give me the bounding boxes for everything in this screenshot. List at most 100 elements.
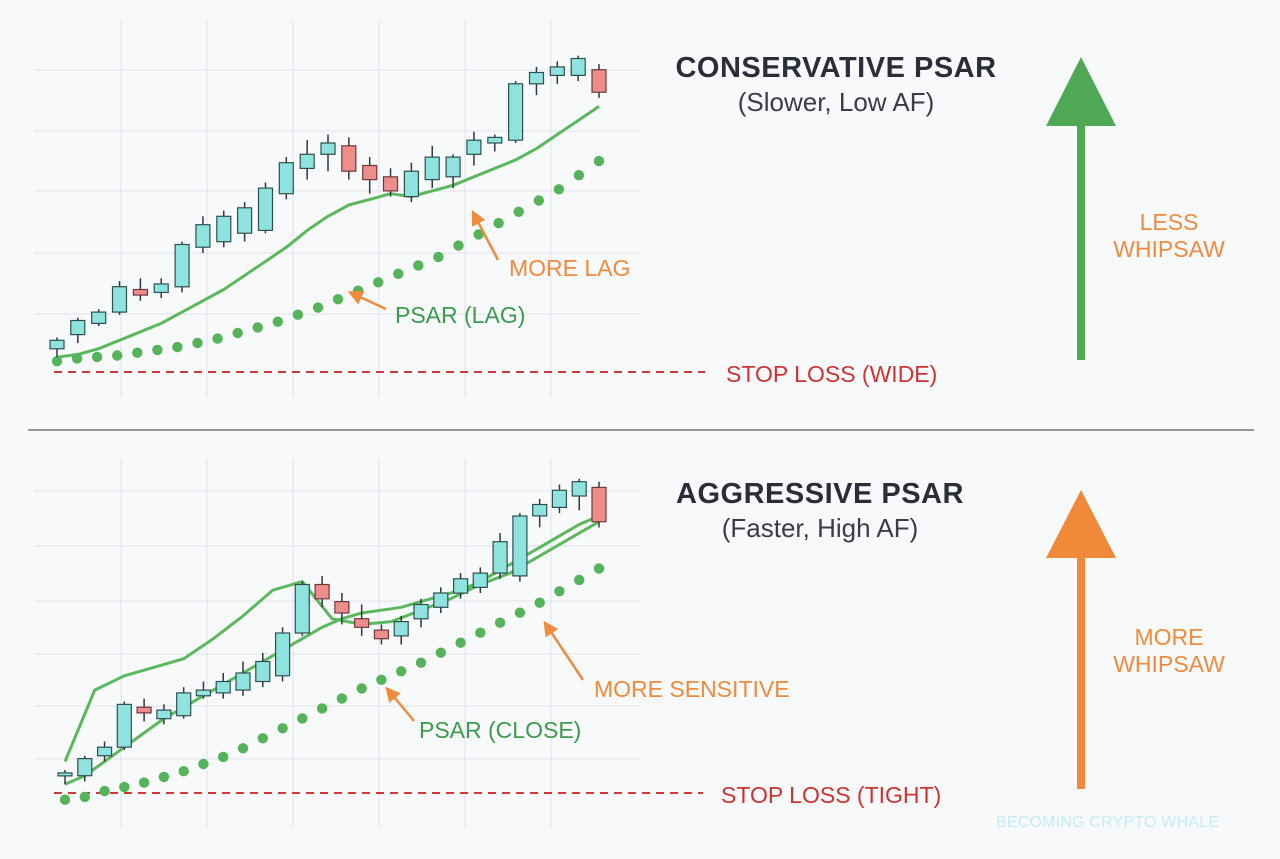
bear-candle	[132, 278, 148, 301]
less-whipsaw-label: LESS WHIPSAW	[1069, 209, 1269, 263]
more-sensitive-label: MORE SENSITIVE	[594, 676, 790, 702]
candle-body	[403, 170, 419, 198]
psar-dot	[435, 647, 446, 658]
candle-body	[591, 69, 607, 93]
psar-dot	[138, 777, 150, 788]
psar-trend-line	[56, 105, 600, 359]
conservative-title-block: CONSERVATIVE PSAR (Slower, Low AF)	[626, 52, 1046, 118]
candle-body	[508, 83, 524, 141]
psar-dot	[297, 713, 308, 724]
candle-body	[487, 136, 503, 144]
psar-dot	[455, 637, 466, 648]
bull-candle	[453, 573, 469, 599]
bull-candle	[528, 66, 545, 96]
psar-dot	[132, 347, 143, 358]
bull-candle	[257, 182, 274, 234]
more-whipsaw-arrow	[1046, 490, 1116, 789]
bull-candle	[255, 652, 271, 688]
candle-body	[132, 288, 148, 296]
psar-dot	[218, 751, 229, 763]
bull-candle	[413, 598, 429, 628]
candle-body	[156, 709, 172, 720]
bull-candle	[153, 278, 169, 298]
candle-body	[445, 156, 461, 178]
candle-body	[57, 772, 73, 777]
bear-candle	[314, 575, 330, 608]
bear-candle	[382, 168, 399, 197]
psar-close-pointer	[385, 686, 415, 722]
bull-candle	[237, 202, 253, 242]
bull-candle	[466, 131, 482, 166]
candle-body	[512, 515, 528, 577]
more-whipsaw-label: MORE WHIPSAW	[1069, 624, 1269, 678]
panel-aggressive	[54, 478, 703, 805]
panel-subtitle: (Slower, Low AF)	[737, 87, 935, 117]
bull-candle	[492, 533, 508, 579]
more-lag-pointer	[471, 210, 500, 261]
psar-dot	[336, 693, 348, 704]
bear-candle	[591, 64, 607, 98]
whipsaw-line-1: MORE	[1134, 624, 1204, 650]
bull-candle	[77, 755, 93, 782]
bull-candle	[433, 587, 449, 614]
psar-dot	[373, 277, 384, 288]
psar-dot	[593, 563, 605, 574]
candle-body	[433, 592, 449, 608]
bull-candle	[215, 672, 231, 699]
psar-dot	[277, 723, 288, 734]
panel-conservative	[49, 55, 705, 373]
candle-body	[255, 660, 271, 683]
psar-dot	[79, 791, 91, 803]
psar-close-label: PSAR (CLOSE)	[419, 717, 582, 743]
bull-candle	[393, 615, 409, 645]
candle-body	[235, 672, 251, 691]
candle-body	[294, 583, 310, 634]
candle-body	[70, 319, 86, 336]
psar-dot	[192, 337, 203, 349]
whipsaw-line-1: LESS	[1139, 209, 1199, 235]
psar-dot	[352, 285, 364, 296]
bull-candle	[278, 157, 294, 200]
candle-body	[453, 578, 469, 594]
candle-body	[136, 706, 152, 714]
bull-candle	[487, 134, 503, 152]
psar-dot	[51, 356, 63, 367]
psar-dot	[99, 785, 110, 797]
bull-candle	[570, 55, 586, 81]
bull-candle	[294, 581, 310, 636]
psar-dot	[198, 758, 209, 770]
candle-body	[362, 164, 378, 181]
candle-body	[278, 162, 294, 195]
psar-dot	[573, 170, 585, 181]
psar-dot	[316, 703, 328, 714]
bear-candle	[362, 157, 378, 194]
candle-body	[373, 629, 389, 640]
psar-dot	[112, 350, 123, 361]
bull-candle	[551, 484, 568, 514]
bull-candle	[403, 162, 419, 203]
psar-trend-line	[64, 514, 600, 786]
psar-dot	[473, 229, 484, 240]
bull-candle	[508, 81, 524, 143]
candle-body	[551, 489, 568, 508]
whipsaw-line-2: WHIPSAW	[1113, 651, 1225, 677]
stop-loss-wide-label: STOP LOSS (WIDE)	[726, 361, 938, 387]
bull-candle	[532, 498, 548, 528]
bull-candle	[156, 704, 172, 725]
bull-candle	[111, 281, 128, 315]
bull-candle	[70, 317, 86, 344]
bull-candle	[549, 61, 565, 84]
psar-dot	[119, 781, 130, 793]
psar-dot	[433, 251, 444, 263]
bear-candle	[341, 137, 357, 180]
candle-body	[492, 541, 508, 574]
candle-body	[91, 311, 107, 325]
psar-dot	[237, 743, 249, 754]
candle-body	[96, 746, 113, 757]
bull-candle	[235, 661, 251, 696]
candle-body	[424, 156, 440, 181]
more-lag-label: MORE LAG	[509, 255, 631, 281]
bear-candle	[334, 593, 350, 625]
psar-dot	[232, 327, 243, 339]
